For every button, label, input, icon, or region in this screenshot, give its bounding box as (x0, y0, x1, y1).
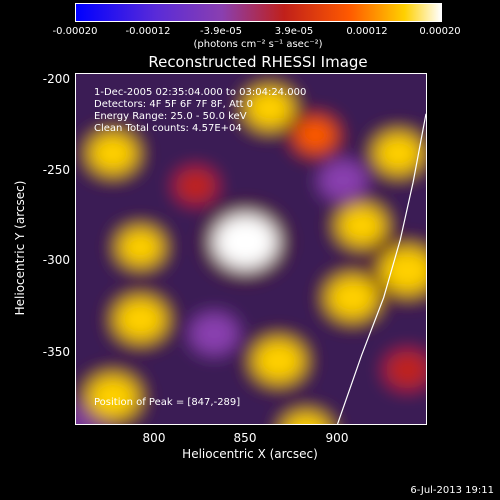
annotation-clean-counts: Clean Total counts: 4.57E+04 (94, 123, 242, 134)
x-tick-label: 900 (325, 431, 349, 445)
heatmap-positive-blob (326, 275, 378, 320)
colorbar-tick-label: -0.00012 (125, 26, 171, 37)
heatmap-positive-blob (337, 205, 386, 246)
y-axis-label: Heliocentric Y (arcsec) (13, 180, 27, 316)
y-tick-label: -300 (42, 253, 70, 267)
colorbar-tick-label: 0.00012 (346, 26, 388, 37)
heatmap-peak-core (231, 229, 260, 254)
heatmap-negative-blob (190, 313, 239, 355)
heatmap-positive-blob (114, 297, 167, 342)
heatmap-positive-blob (374, 132, 423, 174)
heatmap-negative-blob (174, 168, 217, 204)
y-tick-label: -250 (42, 163, 70, 177)
heatmap-negative-blob (385, 350, 426, 389)
heatmap-positive-blob (253, 339, 305, 383)
timestamp: 6-Jul-2013 19:11 (410, 485, 494, 496)
x-tick-label: 850 (233, 431, 257, 445)
heatmap-positive-blob (118, 228, 163, 267)
heatmap-positive-blob (88, 132, 137, 174)
annotation-detectors: Detectors: 4F 5F 6F 7F 8F, Att 0 (94, 99, 254, 110)
y-tick-label: -200 (42, 72, 70, 86)
annotation-time-range: 1-Dec-2005 02:35:04.000 to 03:04:24.000 (94, 87, 307, 98)
colorbar-tick-label: 3.9e-05 (274, 26, 314, 37)
heatmap-negative-blob (319, 160, 368, 201)
colorbar-tick-label: -0.00020 (52, 26, 98, 37)
image-plot-area (75, 73, 427, 425)
heatmap-positive-blob (87, 375, 139, 419)
solar-limb-curve (337, 113, 426, 424)
colorbar-unit-label: (photons cm⁻² s⁻¹ asec⁻²) (193, 39, 323, 50)
colorbar-tick-label: 0.00020 (419, 26, 461, 37)
heatmap-svg (76, 74, 426, 424)
colorbar (75, 3, 442, 22)
heatmap-positive-blob (284, 412, 328, 424)
chart-title: Reconstructed RHESSI Image (148, 53, 368, 71)
x-axis-label: Heliocentric X (arcsec) (182, 447, 318, 461)
annotation-peak-position: Position of Peak = [847,-289] (94, 397, 241, 408)
y-tick-label: -350 (42, 345, 70, 359)
heatmap-positive-blob (380, 247, 426, 294)
heatmap-positive-blob (245, 87, 294, 129)
annotation-energy-range: Energy Range: 25.0 - 50.0 keV (94, 111, 247, 122)
heatmap-positive-blob (294, 117, 337, 154)
x-tick-label: 800 (142, 431, 166, 445)
colorbar-tick-label: -3.9e-05 (200, 26, 242, 37)
